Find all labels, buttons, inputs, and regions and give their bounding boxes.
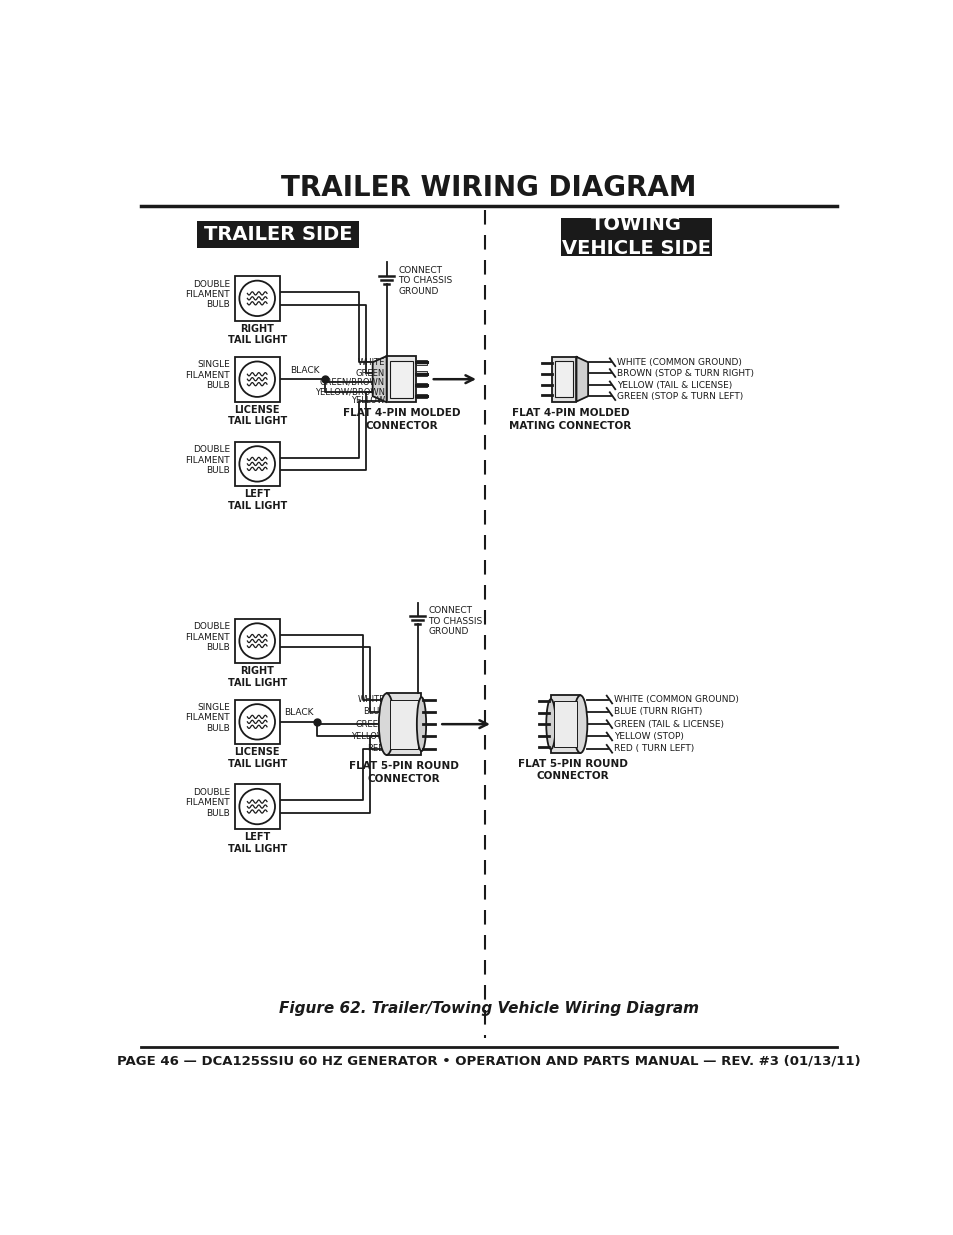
Text: GREEN: GREEN [355,720,385,729]
Bar [550,695,579,753]
Text: GREEN (TAIL & LICENSE): GREEN (TAIL & LICENSE) [613,720,723,729]
Bar [234,442,279,487]
Bar [196,221,359,247]
Text: DOUBLE
FILAMENT
BULB: DOUBLE FILAMENT BULB [185,279,230,310]
Text: YELLOW: YELLOW [351,732,385,741]
Polygon shape [576,357,587,401]
Circle shape [239,704,274,740]
Text: GREEN (STOP & TURN LEFT): GREEN (STOP & TURN LEFT) [617,391,742,400]
Circle shape [239,362,274,396]
Bar [560,217,711,256]
Circle shape [239,789,274,824]
Text: BLACK: BLACK [284,708,314,718]
Ellipse shape [546,699,555,750]
Text: WHITE (COMMON GROUND): WHITE (COMMON GROUND) [617,358,740,367]
Text: TRAILER WIRING DIAGRAM: TRAILER WIRING DIAGRAM [281,174,696,203]
Text: YELLOW: YELLOW [351,396,385,405]
Text: RIGHT
TAIL LIGHT: RIGHT TAIL LIGHT [228,667,287,688]
Bar [234,275,279,321]
Text: YELLOW (TAIL & LICENSE): YELLOW (TAIL & LICENSE) [617,380,731,390]
Bar [416,394,427,399]
Bar [416,383,427,387]
Bar [386,693,421,755]
Bar [390,699,418,748]
Circle shape [239,624,274,658]
Text: BLUE (TURN RIGHT): BLUE (TURN RIGHT) [613,708,701,716]
Bar [234,619,279,663]
Circle shape [239,446,274,482]
Text: CONNECT
TO CHASSIS
GROUND: CONNECT TO CHASSIS GROUND [428,606,482,636]
Polygon shape [373,356,386,403]
Bar [234,699,279,745]
Text: WHITE (COMMON GROUND): WHITE (COMMON GROUND) [613,695,738,704]
Text: FLAT 4-PIN MOLDED
MATING CONNECTOR: FLAT 4-PIN MOLDED MATING CONNECTOR [509,409,631,431]
Text: SINGLE
FILAMENT
BULB: SINGLE FILAMENT BULB [185,703,230,732]
Bar [416,372,427,375]
Text: FLAT 5-PIN ROUND
CONNECTOR: FLAT 5-PIN ROUND CONNECTOR [349,761,458,783]
Bar [551,357,576,401]
Ellipse shape [573,695,587,753]
Ellipse shape [416,698,426,751]
Text: RED: RED [367,745,385,753]
Bar [234,784,279,829]
Text: LEFT
TAIL LIGHT: LEFT TAIL LIGHT [228,832,287,853]
Bar [390,361,413,398]
Text: DOUBLE
FILAMENT
BULB: DOUBLE FILAMENT BULB [185,788,230,818]
Text: RIGHT
TAIL LIGHT: RIGHT TAIL LIGHT [228,324,287,346]
Text: LICENSE
TAIL LIGHT: LICENSE TAIL LIGHT [228,405,287,426]
Text: TOWING
VEHICLE SIDE: TOWING VEHICLE SIDE [561,215,710,258]
Text: BLACK: BLACK [291,366,319,374]
Text: FLAT 5-PIN ROUND
CONNECTOR: FLAT 5-PIN ROUND CONNECTOR [517,758,627,782]
Text: GREEN/BROWN: GREEN/BROWN [319,378,385,387]
Text: WHITE: WHITE [357,358,385,367]
Text: BLUE: BLUE [363,708,385,716]
Text: YELLOW (STOP): YELLOW (STOP) [613,732,683,741]
Text: DOUBLE
FILAMENT
BULB: DOUBLE FILAMENT BULB [185,445,230,475]
Bar [234,357,279,401]
Text: FLAT 4-PIN MOLDED
CONNECTOR: FLAT 4-PIN MOLDED CONNECTOR [342,409,459,431]
Bar [555,362,573,396]
Circle shape [239,280,274,316]
Ellipse shape [378,693,394,755]
Text: TRAILER SIDE: TRAILER SIDE [204,225,352,245]
Text: WHITE: WHITE [357,695,385,704]
Text: GREEN: GREEN [355,368,385,378]
Text: DOUBLE
FILAMENT
BULB: DOUBLE FILAMENT BULB [185,622,230,652]
Bar [416,359,427,364]
Text: CONNECT
TO CHASSIS
GROUND: CONNECT TO CHASSIS GROUND [397,266,452,296]
Text: YELLOW/BROWN: YELLOW/BROWN [314,387,385,396]
Text: SINGLE
FILAMENT
BULB: SINGLE FILAMENT BULB [185,361,230,390]
Text: LEFT
TAIL LIGHT: LEFT TAIL LIGHT [228,489,287,511]
Text: RED ( TURN LEFT): RED ( TURN LEFT) [613,745,693,753]
Bar [386,356,416,403]
Text: Figure 62. Trailer/Towing Vehicle Wiring Diagram: Figure 62. Trailer/Towing Vehicle Wiring… [278,1000,699,1016]
Text: PAGE 46 — DCA125SSIU 60 HZ GENERATOR • OPERATION AND PARTS MANUAL — REV. #3 (01/: PAGE 46 — DCA125SSIU 60 HZ GENERATOR • O… [117,1055,860,1067]
Text: BROWN (STOP & TURN RIGHT): BROWN (STOP & TURN RIGHT) [617,368,753,378]
Text: LICENSE
TAIL LIGHT: LICENSE TAIL LIGHT [228,747,287,769]
Bar [554,701,577,747]
